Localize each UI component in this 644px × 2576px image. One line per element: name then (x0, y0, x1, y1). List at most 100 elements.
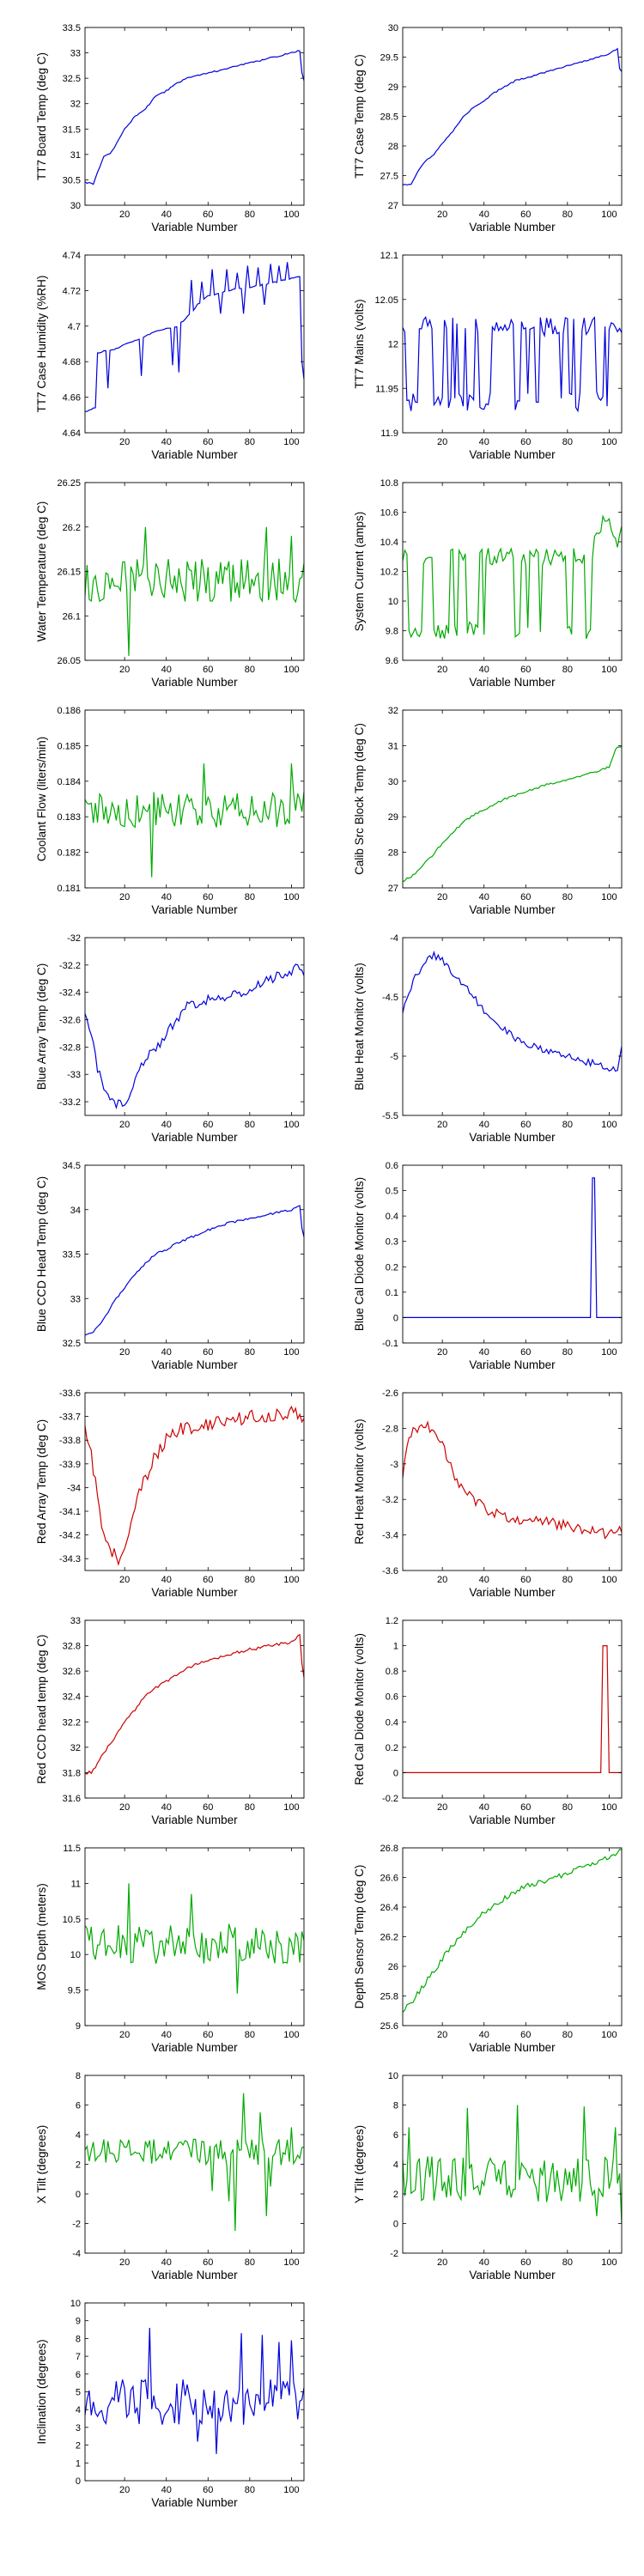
x-tick-label: 60 (203, 1120, 213, 1130)
plot-frame (402, 1619, 623, 1799)
y-tick-label: -32.4 (59, 988, 81, 999)
plot-frame (402, 254, 623, 434)
plot-frame (84, 1847, 305, 2026)
x-tick-label: 80 (562, 1347, 573, 1358)
x-tick-label: 60 (203, 1347, 213, 1358)
x-tick-label: 20 (437, 437, 447, 447)
chart-panel-19: 20 40 60 80 100 -4 -2 0 2 4 6 8 Variable Number X Til… (35, 2071, 305, 2281)
y-axis-label: Red Array Temp (deg C) (35, 1419, 48, 1544)
y-tick-label: 0.6 (386, 1692, 398, 1703)
y-tick-label: 30 (388, 23, 398, 33)
x-axis-label: Variable Number (469, 676, 556, 689)
y-tick-label: 5 (76, 2388, 81, 2398)
chart-panel-15: 20 40 60 80 100 31.6 31.8 32 32.2 32.4 32.6 32.8 33 V… (35, 1616, 305, 1826)
x-tick-label: 20 (437, 892, 447, 902)
x-axis-label: Variable Number (469, 1586, 556, 1599)
y-tick-label: 32.5 (63, 74, 81, 84)
x-tick-label: 80 (562, 1120, 573, 1130)
y-tick-label: 0.8 (386, 1667, 398, 1677)
y-tick-label: 0.4 (386, 1212, 398, 1222)
y-tick-label: 29.5 (380, 53, 398, 64)
x-axis-label: Variable Number (151, 448, 238, 461)
y-tick-label: -2 (72, 2220, 81, 2230)
y-tick-label: -33.8 (59, 1436, 81, 1446)
y-tick-label: -34.1 (59, 1507, 81, 1517)
y-axis-label: Y Tilt (degrees) (353, 2125, 366, 2203)
x-tick-label: 60 (203, 437, 213, 447)
x-axis-label: Variable Number (469, 2269, 556, 2281)
y-tick-label: 26.6 (380, 1874, 398, 1884)
x-tick-label: 20 (119, 892, 130, 902)
x-tick-label: 40 (161, 665, 172, 675)
y-axis-label: System Current (amps) (353, 512, 366, 632)
x-tick-label: 80 (562, 1575, 573, 1585)
y-tick-label: 0.1 (386, 1288, 398, 1298)
chart-panel-10: 20 40 60 80 100 -5.5 -5 -4.5 -4 Variable Number Bl… (353, 933, 623, 1144)
plot-frame (84, 27, 305, 206)
x-tick-label: 20 (437, 1802, 447, 1813)
y-axis-label: Red Cal Diode Monitor (volts) (353, 1633, 366, 1785)
x-tick-label: 80 (245, 1802, 255, 1813)
x-tick-label: 20 (437, 1347, 447, 1358)
plot-frame (402, 1164, 623, 1344)
y-tick-label: 10 (70, 2299, 81, 2309)
x-axis-label: Variable Number (151, 2269, 238, 2281)
y-tick-label: -32.6 (59, 1016, 81, 1026)
y-tick-label: 27 (388, 884, 398, 894)
x-tick-label: 80 (245, 437, 255, 447)
y-tick-label: 30.5 (63, 175, 81, 185)
y-axis-label: Depth Sensor Temp (deg C) (353, 1865, 366, 2009)
x-tick-label: 20 (119, 210, 130, 220)
y-tick-label: 0.182 (57, 848, 81, 859)
y-tick-label: 12.05 (374, 295, 398, 306)
plot-frame (84, 1619, 305, 1799)
x-tick-label: 40 (479, 892, 489, 902)
series-line (85, 763, 304, 878)
x-axis-label: Variable Number (151, 903, 238, 916)
y-tick-label: 26.05 (57, 656, 81, 666)
x-tick-label: 80 (245, 2257, 255, 2268)
y-tick-label: 0.5 (386, 1187, 398, 1197)
x-tick-label: 20 (119, 2030, 130, 2040)
y-tick-label: 32.6 (63, 1667, 81, 1677)
y-tick-label: 30 (70, 201, 81, 211)
x-tick-label: 40 (479, 1802, 489, 1813)
y-tick-label: 34.5 (63, 1161, 81, 1171)
x-tick-label: 80 (562, 437, 573, 447)
y-axis-label: TT7 Case Temp (deg C) (353, 54, 366, 179)
y-tick-label: 7 (76, 2352, 81, 2362)
x-tick-label: 80 (245, 1347, 255, 1358)
plot-frame (84, 937, 305, 1116)
y-tick-label: 33 (70, 1616, 81, 1626)
y-tick-label: 0 (393, 1768, 398, 1778)
x-tick-label: 100 (283, 437, 299, 447)
y-tick-label: -0.1 (382, 1339, 398, 1349)
x-tick-label: 60 (520, 2257, 531, 2268)
y-tick-label: -34.3 (59, 1554, 81, 1564)
y-tick-label: 11.5 (63, 1844, 81, 1854)
y-tick-label: 31.8 (63, 1768, 81, 1778)
y-tick-label: 10 (388, 2071, 398, 2081)
x-tick-label: 40 (479, 1347, 489, 1358)
y-tick-label: 26.25 (57, 478, 81, 489)
chart-panel-9: 20 40 60 80 100 -33.2 -33 -32.8 -32.6 -32.4 -32.2 -… (35, 933, 305, 1144)
x-tick-label: 40 (479, 2030, 489, 2040)
y-tick-label: 12 (388, 340, 398, 350)
series-line (85, 2093, 304, 2232)
y-tick-label: 9 (76, 2317, 81, 2327)
x-tick-label: 100 (601, 1120, 617, 1130)
x-tick-label: 40 (161, 437, 172, 447)
x-tick-label: 100 (283, 210, 299, 220)
y-tick-label: 0 (393, 2220, 398, 2230)
y-tick-label: 4.68 (63, 357, 81, 368)
y-tick-label: 6 (76, 2101, 81, 2111)
y-tick-label: 32.8 (63, 1642, 81, 1652)
y-tick-label: 26.15 (57, 568, 81, 578)
x-tick-label: 100 (283, 1120, 299, 1130)
y-tick-label: -4.5 (382, 993, 398, 1003)
x-tick-label: 40 (479, 437, 489, 447)
x-tick-label: 60 (203, 2030, 213, 2040)
y-tick-label: 4.74 (63, 251, 81, 261)
y-tick-label: 10.2 (380, 568, 398, 578)
series-line (403, 745, 622, 883)
